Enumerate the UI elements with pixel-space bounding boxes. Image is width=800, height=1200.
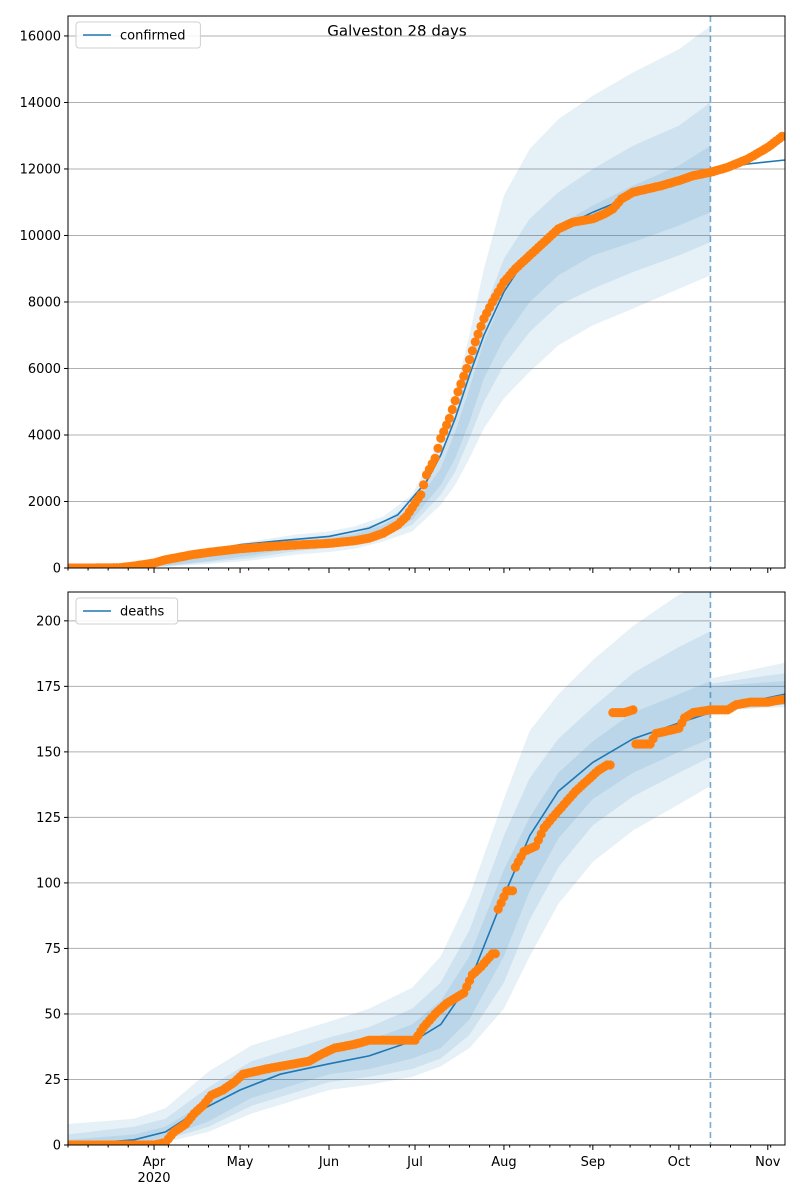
axes-frame bbox=[67, 591, 786, 1146]
observed-point bbox=[462, 363, 472, 374]
figure-title: Galveston 28 days bbox=[327, 22, 467, 40]
y-tick-label: 10000 bbox=[20, 229, 61, 244]
observed-point bbox=[464, 355, 475, 365]
x-tick-label: Oct bbox=[668, 1155, 690, 1170]
observed-point bbox=[430, 453, 440, 463]
y-tick-label: 200 bbox=[36, 614, 61, 629]
x-tick-label: Apr bbox=[143, 1155, 166, 1170]
y-tick-label: 75 bbox=[44, 942, 61, 957]
observed-point bbox=[467, 346, 477, 356]
x-tick-label: Jun bbox=[318, 1155, 339, 1170]
y-tick-label: 0 bbox=[53, 562, 61, 577]
observed-point bbox=[444, 413, 454, 423]
observed-point bbox=[476, 321, 486, 331]
legend: confirmed bbox=[75, 21, 201, 49]
observed-point bbox=[447, 404, 457, 415]
plot-area bbox=[68, 16, 785, 568]
y-tick-label: 16000 bbox=[20, 29, 61, 44]
x-year-label: 2020 bbox=[137, 1171, 170, 1186]
legend-box bbox=[75, 597, 179, 625]
confirmed-panel: 0 2000 4000 6000 8000 10000 12000 14000 16000 con… bbox=[20, 15, 786, 577]
observed-point bbox=[450, 396, 460, 406]
legend: deaths bbox=[75, 597, 179, 625]
observed-point bbox=[777, 131, 785, 141]
observed-point bbox=[473, 329, 483, 339]
uncertainty-band bbox=[68, 681, 785, 1145]
y-tick-label: 50 bbox=[44, 1007, 61, 1022]
uncertainty-band bbox=[68, 82, 711, 568]
x-tick-label: Sep bbox=[581, 1155, 606, 1170]
uncertainty-band bbox=[68, 631, 785, 1145]
observed-point bbox=[507, 886, 518, 896]
observed-point bbox=[419, 480, 429, 490]
y-tick-label: 12000 bbox=[20, 162, 61, 177]
observed-point bbox=[490, 949, 500, 959]
y-tick-label: 2000 bbox=[28, 495, 61, 510]
plot-area bbox=[68, 592, 785, 1145]
y-tick-label: 8000 bbox=[28, 295, 61, 310]
observed-point bbox=[416, 490, 426, 500]
uncertainty-band bbox=[68, 592, 785, 1145]
legend-label: confirmed bbox=[120, 29, 186, 44]
deaths-panel: 0 25 50 75 100 125 150 175 200 Apr May Jun Jul Aug Sep… bbox=[36, 591, 786, 1186]
x-tick-label: May bbox=[227, 1155, 254, 1170]
axes-frame bbox=[67, 15, 786, 569]
y-tick-label: 100 bbox=[36, 876, 61, 891]
observed-point bbox=[459, 371, 469, 381]
observed-point bbox=[433, 443, 443, 453]
x-tick-label: Jul bbox=[406, 1155, 423, 1170]
legend-label: deaths bbox=[120, 605, 165, 620]
y-tick-label: 150 bbox=[36, 745, 61, 760]
y-tick-label: 6000 bbox=[28, 362, 61, 377]
y-tick-label: 25 bbox=[44, 1073, 61, 1088]
uncertainty-band bbox=[68, 16, 711, 568]
y-tick-label: 125 bbox=[36, 811, 61, 826]
y-tick-label: 4000 bbox=[28, 428, 61, 443]
observed-point bbox=[453, 387, 463, 397]
observed-point bbox=[470, 337, 480, 347]
y-tick-label: 14000 bbox=[20, 96, 61, 111]
observed-point bbox=[456, 379, 466, 389]
observed-point bbox=[777, 694, 785, 705]
observed-point bbox=[628, 705, 638, 715]
legend-box bbox=[75, 21, 201, 49]
y-tick-label: 0 bbox=[53, 1139, 61, 1154]
x-tick-label: Aug bbox=[491, 1155, 516, 1170]
x-tick-label: Nov bbox=[755, 1155, 781, 1170]
y-tick-label: 175 bbox=[36, 680, 61, 695]
observed-point bbox=[605, 760, 615, 770]
